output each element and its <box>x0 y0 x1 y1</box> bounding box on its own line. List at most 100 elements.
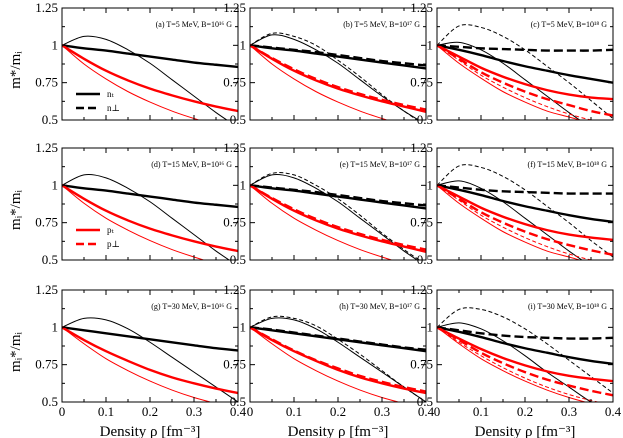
y-tick-label: 0.5 <box>417 394 433 409</box>
legend-0: nₜ n⊥ <box>76 89 120 113</box>
y-axis-title: mᵢ*/mᵢ <box>8 332 24 372</box>
y-tick-label: 1 <box>52 177 59 192</box>
y-tick-label: 1.25 <box>410 140 433 155</box>
series-group <box>437 164 613 260</box>
series-line-thick-red-dashed <box>437 184 613 256</box>
x-tick-label: 0.3 <box>186 404 202 419</box>
x-tick-label: 0 <box>434 404 441 419</box>
y-tick-label: 1 <box>427 177 434 192</box>
series-line-thin-black-dashed <box>437 164 613 258</box>
series-line-thin-black-dashed <box>250 172 421 260</box>
series-line-thin-black <box>62 317 238 402</box>
series-group <box>250 172 426 260</box>
series-line-thick-black-dashed <box>437 184 613 195</box>
y-tick-label: 0.75 <box>35 215 58 230</box>
series-line-thin-red <box>437 44 582 120</box>
series-line-thick-red-dashed <box>250 326 426 393</box>
legend-label: pₜ <box>107 225 115 235</box>
series-line-thick-red <box>250 184 426 253</box>
series-line-thick-black <box>437 44 613 84</box>
y-tick-label: 0.5 <box>42 112 58 127</box>
legend-label: p⊥ <box>107 239 120 249</box>
y-tick-label: 0.75 <box>35 357 58 372</box>
series-line-thin-black <box>250 174 418 260</box>
x-tick-label: 0.3 <box>561 404 577 419</box>
series-line-thick-red <box>62 184 238 253</box>
y-tick-label: 1 <box>240 37 247 52</box>
y-tick-label: 1 <box>427 37 434 52</box>
y-tick-label: 0.75 <box>410 215 433 230</box>
panel-label: (b) T=5 MeV, B=10¹⁷ G <box>343 20 420 29</box>
panel-c: 0.5 0.75 1 1.25 (c) T=5 MeV, B=10¹⁸ G <box>410 0 614 127</box>
panel-label: (e) T=15 MeV, B=10¹⁷ G <box>340 160 421 169</box>
series-line-thick-red <box>62 326 238 395</box>
y-tick-label: 0.75 <box>35 75 58 90</box>
panel-g: 0.5 0.75 1 1.25 0 0.1 0.2 0.3 0.4 Density ρ [fm⁻³… <box>8 282 247 438</box>
series-line-thick-red <box>437 44 613 101</box>
series-line-thin-red <box>250 44 389 120</box>
panel-a: 0.5 0.75 1 1.25 m*/mᵢ (a) T=5 MeV, B=10¹⁶ G <box>8 0 239 127</box>
series-line-thick-black-dashed <box>250 44 426 67</box>
series-line-thin-red <box>437 184 582 260</box>
series-line-thick-red-dashed <box>250 44 426 111</box>
legend-label: nₜ <box>107 89 115 99</box>
y-axis-title: m*/mᵢ <box>8 51 24 89</box>
y-tick-label: 1.25 <box>35 140 58 155</box>
x-tick-label: 0.1 <box>286 404 302 419</box>
y-tick-label: 0.5 <box>42 394 58 409</box>
series-line-thick-black <box>437 326 613 366</box>
x-tick-label: 0.3 <box>374 404 390 419</box>
series-line-thin-black-dashed <box>250 315 426 402</box>
series-group <box>250 32 426 120</box>
panel-label: (i) T=30 MeV, B=10¹⁸ G <box>528 302 607 311</box>
y-tick-label: 1.25 <box>223 0 246 15</box>
series-line-thin-black <box>62 174 230 260</box>
panel-label: (a) T=5 MeV, B=10¹⁶ G <box>156 20 233 29</box>
legend-label: n⊥ <box>107 103 120 113</box>
y-axis-title: mᵢ*/mᵢ <box>8 190 24 230</box>
panel-label: (c) T=5 MeV, B=10¹⁸ G <box>531 20 608 29</box>
series-line-thin-black <box>437 41 581 120</box>
series-line-thick-red <box>62 44 238 113</box>
x-tick-label: 0.4 <box>605 404 622 419</box>
series-group <box>250 315 426 402</box>
y-tick-label: 0.5 <box>417 252 433 267</box>
y-tick-label: 0.75 <box>223 215 246 230</box>
panel-h: 0.5 0.75 1 1.25 0 0.1 0.2 0.3 0.4 Density ρ [fm⁻³… <box>223 282 434 438</box>
series-line-thick-black-dashed <box>250 184 426 207</box>
series-line-thin-black-dashed <box>437 24 613 119</box>
x-tick-label: 0.1 <box>473 404 489 419</box>
series-line-thick-red <box>437 184 613 242</box>
x-tick-label: 0.2 <box>330 404 346 419</box>
x-tick-label: 0 <box>247 404 254 419</box>
series-line-thick-red <box>437 326 613 383</box>
panel-label: (d) T=15 MeV, B=10¹⁶ G <box>151 160 232 169</box>
series-line-thick-black-dashed <box>250 326 426 351</box>
panel-e: 0.5 0.75 1 1.25 (e) T=15 MeV, B=10¹⁷ G <box>223 140 427 267</box>
series-line-thin-red <box>62 184 206 260</box>
y-tick-label: 0.75 <box>410 75 433 90</box>
series-group <box>62 174 238 260</box>
series-line-thick-black <box>437 184 613 224</box>
x-tick-label: 0.4 <box>418 404 435 419</box>
y-tick-label: 1 <box>427 319 434 334</box>
y-tick-label: 1.25 <box>35 0 58 15</box>
x-axis-title: Density ρ [fm⁻³] <box>475 424 576 438</box>
series-line-thick-black-dashed <box>437 326 613 340</box>
y-tick-label: 1 <box>240 319 247 334</box>
series-line-thick-black <box>62 44 238 69</box>
panel-i: 0.5 0.75 1 1.25 0 0.1 0.2 0.3 0.4 Density ρ [fm⁻³… <box>410 282 621 438</box>
panel-label: (h) T=30 MeV, B=10¹⁷ G <box>339 302 420 311</box>
y-tick-label: 0.5 <box>230 112 246 127</box>
panel-f: 0.5 0.75 1 1.25 (f) T=15 MeV, B=10¹⁸ G <box>410 140 614 267</box>
y-tick-label: 0.75 <box>410 357 433 372</box>
y-tick-label: 0.75 <box>223 357 246 372</box>
panel-label: (g) T=30 MeV, B=10¹⁶ G <box>151 302 232 311</box>
series-line-thin-black <box>437 322 592 402</box>
series-line-thick-red-dashed <box>250 184 426 251</box>
y-tick-label: 1.25 <box>410 0 433 15</box>
y-tick-label: 0.5 <box>417 112 433 127</box>
series-group <box>437 24 613 120</box>
y-tick-label: 1 <box>52 37 59 52</box>
y-tick-label: 1 <box>52 319 59 334</box>
